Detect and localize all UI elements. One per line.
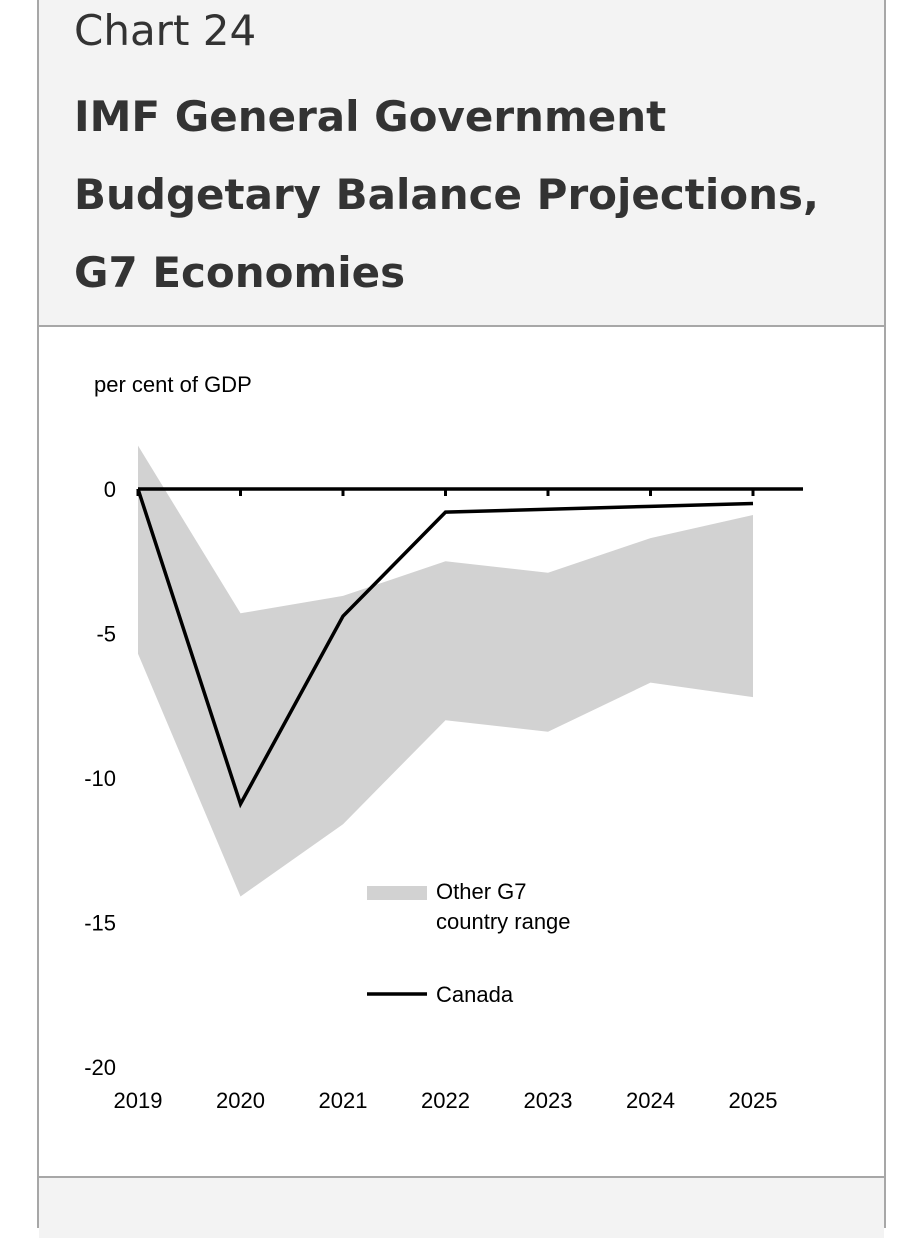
axis-layer [138, 489, 803, 496]
y-tick-label: 0 [104, 477, 116, 502]
y-axis-label: per cent of GDP [94, 372, 252, 397]
legend-label-canada: Canada [436, 982, 514, 1007]
chart-plot: 0 -5 -10 -15 -20 2019 2020 2021 2022 2023 2024 2025… [0, 0, 924, 1200]
y-tick-label: -20 [84, 1055, 116, 1080]
x-tick-label: 2021 [319, 1088, 368, 1113]
x-tick-label: 2019 [114, 1088, 163, 1113]
y-tick-label: -15 [84, 911, 116, 936]
y-tick-label: -10 [84, 766, 116, 791]
legend-swatch-range [367, 886, 427, 900]
y-tick-label: -5 [96, 622, 116, 647]
x-tick-label: 2025 [729, 1088, 778, 1113]
x-tick-label: 2023 [524, 1088, 573, 1113]
x-tick-label: 2020 [216, 1088, 265, 1113]
x-tick-label: 2024 [626, 1088, 675, 1113]
x-tick-label: 2022 [421, 1088, 470, 1113]
